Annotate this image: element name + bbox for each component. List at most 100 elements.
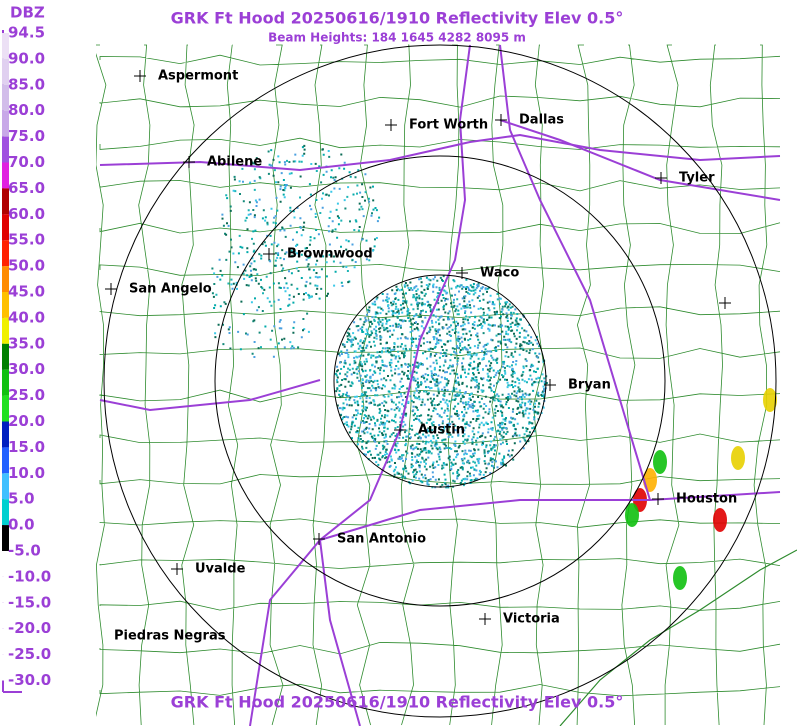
subtitle: Beam Heights: 184 1645 4282 8095 m [268, 31, 526, 45]
legend-swatch [2, 395, 9, 422]
legend-swatch [2, 58, 9, 85]
city-marker [263, 248, 275, 260]
city-label: San Antonio [337, 532, 426, 547]
city-marker [655, 172, 667, 184]
storm-cell [653, 450, 667, 474]
city-label: Dallas [519, 113, 564, 128]
legend-background [0, 0, 96, 726]
legend-swatch [2, 188, 9, 215]
city-label: Austin [418, 423, 465, 438]
legend-swatch [2, 421, 9, 448]
legend-swatch [2, 551, 9, 577]
footer-title: GRK Ft Hood 20250616/1910 Reflectivity E… [171, 693, 624, 712]
highways [99, 44, 781, 726]
city-marker [183, 156, 195, 168]
legend-swatch [2, 317, 9, 344]
legend-swatch [2, 162, 9, 189]
county-lines [92, 44, 797, 726]
legend-swatch [2, 499, 9, 526]
city-marker [544, 379, 556, 391]
city-marker [134, 70, 146, 82]
legend-swatch [2, 292, 9, 318]
city-label: Brownwood [287, 247, 373, 262]
county-line [92, 44, 781, 726]
legend-swatch [2, 266, 9, 292]
city-marker [719, 297, 731, 309]
legend-label: 85.0 [8, 75, 45, 93]
legend-label: 20.0 [8, 412, 45, 430]
legend-label: 50.0 [8, 257, 45, 275]
legend-label: 25.0 [8, 386, 45, 404]
storm-cell [625, 503, 639, 527]
city-label: Waco [480, 266, 519, 281]
legend-label: 10.0 [8, 464, 45, 482]
legend-label: 60.0 [8, 205, 45, 223]
legend-swatch [2, 240, 9, 267]
legend-swatch [2, 110, 9, 137]
city-marker [495, 114, 507, 126]
legend-swatch [2, 628, 9, 655]
storm-cell [673, 566, 687, 590]
storm-cell [713, 508, 727, 532]
legend-swatch [2, 576, 9, 603]
city-label: San Angelo [129, 282, 212, 297]
legend-label: -25.0 [8, 645, 51, 663]
legend-label: 35.0 [8, 334, 45, 352]
city-label: Uvalde [195, 562, 246, 577]
city-label: Abilene [207, 155, 262, 170]
legend-label: 55.0 [8, 231, 45, 249]
legend-label: 30.0 [8, 360, 45, 378]
echo [215, 159, 546, 489]
echo [213, 150, 546, 485]
legend-swatch [2, 447, 9, 474]
legend-label: 40.0 [8, 308, 45, 326]
city-marker [313, 533, 325, 545]
legend-swatch [2, 343, 9, 370]
legend-swatch [2, 654, 9, 681]
legend-label: 80.0 [8, 101, 45, 119]
legend-label: 45.0 [8, 283, 45, 301]
legend-swatch [2, 33, 9, 59]
legend-label: -30.0 [8, 671, 51, 689]
legend: DBZ 94.5 90.0 85.0 80.0 75.0 70.0 65.0 60.0 55.0… [0, 0, 96, 726]
city-marker [394, 424, 406, 436]
legend-label: -5.0 [8, 542, 41, 560]
storm-cell [763, 388, 777, 412]
legend-swatch [2, 525, 9, 551]
legend-label: 94.5 [8, 24, 45, 42]
legend-swatch [2, 84, 9, 111]
city-label: Aspermont [158, 69, 238, 84]
legend-title: DBZ [10, 4, 45, 22]
city-marker [385, 119, 397, 131]
city-label: Houston [676, 492, 737, 507]
range-rings [103, 44, 777, 718]
city-marker [456, 267, 468, 279]
storm-cell [731, 446, 745, 470]
city-label: Fort Worth [409, 118, 488, 133]
legend-label: 0.0 [8, 516, 35, 534]
legend-label: 15.0 [8, 438, 45, 456]
title: GRK Ft Hood 20250616/1910 Reflectivity E… [171, 9, 624, 28]
city-label: Tyler [679, 171, 715, 186]
cities: Aspermont Fort Worth Dallas Abilene Tyler Bro… [105, 69, 737, 644]
legend-swatch [2, 136, 9, 163]
echoes [211, 144, 777, 590]
legend-swatch [2, 369, 9, 396]
legend-swatch [2, 602, 9, 629]
legend-label: 5.0 [8, 490, 35, 508]
city-marker [652, 493, 664, 505]
legend-label: 90.0 [8, 49, 45, 67]
coastline [559, 549, 797, 726]
legend-label: 75.0 [8, 127, 45, 145]
city-label: Piedras Negras [114, 629, 226, 644]
echo [213, 146, 546, 489]
city-label: Victoria [503, 612, 560, 627]
legend-label: -10.0 [8, 567, 51, 585]
city-marker [171, 563, 183, 575]
city-marker [479, 613, 491, 625]
legend-swatch [2, 214, 9, 241]
legend-swatch [2, 473, 9, 500]
legend-label: 65.0 [8, 179, 45, 197]
